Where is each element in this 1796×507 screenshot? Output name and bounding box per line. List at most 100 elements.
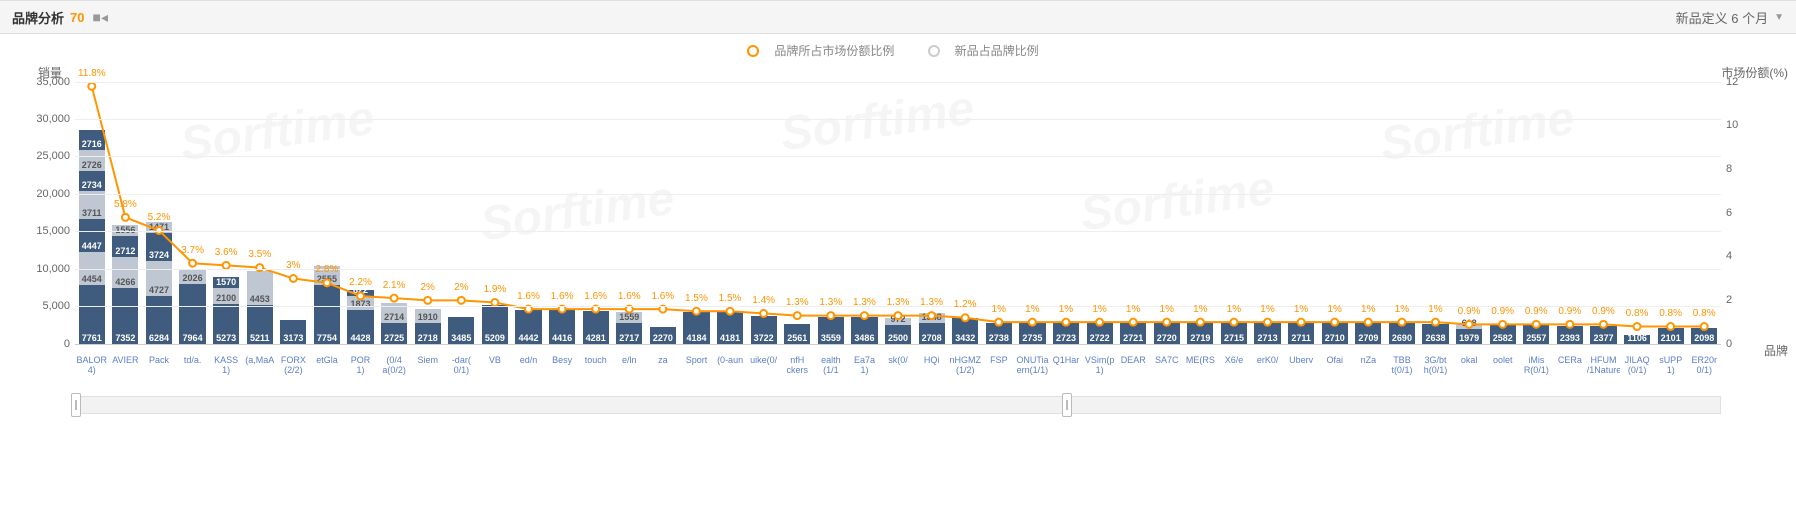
- bar-value-label: 3173: [280, 333, 306, 343]
- bar-group[interactable]: 4181: [713, 82, 747, 344]
- x-axis-label[interactable]: X6/e: [1217, 356, 1251, 376]
- legend-item-1[interactable]: 品牌所占市场份额比例: [747, 42, 904, 59]
- x-axis-label[interactable]: FSP: [982, 356, 1016, 376]
- x-axis-label[interactable]: ealth(1/1: [814, 356, 848, 376]
- legend-item-2[interactable]: 新品占品牌比例: [928, 42, 1049, 59]
- bar-group[interactable]: 4416: [545, 82, 579, 344]
- panel-title: 品牌分析: [12, 8, 64, 27]
- bar-group[interactable]: 77542555: [310, 82, 344, 344]
- x-axis-label[interactable]: HFUM/1Nature: [1587, 356, 1621, 376]
- percent-label: 0.8%: [1693, 308, 1716, 319]
- bar-value-label: 2026: [179, 273, 205, 283]
- x-axis-label[interactable]: (0/4a(0/2): [377, 356, 411, 376]
- x-axis-label[interactable]: ME(RS: [1184, 356, 1218, 376]
- bar-group[interactable]: 4442: [512, 82, 546, 344]
- slider-handle-right[interactable]: [1062, 393, 1072, 417]
- x-axis-label[interactable]: POR1): [344, 356, 378, 376]
- bar-group[interactable]: 1979618: [1452, 82, 1486, 344]
- percent-label: 1.2%: [954, 299, 977, 310]
- x-axis-label[interactable]: e/ln: [613, 356, 647, 376]
- bar-segment: 2716: [79, 130, 105, 150]
- x-axis-label[interactable]: erK0/: [1251, 356, 1285, 376]
- x-axis-label[interactable]: HQi: [915, 356, 949, 376]
- bar-group[interactable]: 2270: [646, 82, 680, 344]
- x-axis-label[interactable]: Siem: [411, 356, 445, 376]
- x-axis-label[interactable]: VSim(p1): [1083, 356, 1117, 376]
- filter-dropdown[interactable]: 新品定义 6 个月 ▼: [1676, 8, 1784, 27]
- bar-group[interactable]: 2393: [1553, 82, 1587, 344]
- bar-segment: 2690: [1389, 323, 1415, 343]
- bar-group[interactable]: 2557: [1520, 82, 1554, 344]
- range-slider[interactable]: [75, 396, 1721, 414]
- bar-group[interactable]: 7761445444473711273427262716: [75, 82, 109, 344]
- x-axis-label[interactable]: okal: [1452, 356, 1486, 376]
- bar-group[interactable]: 27181910: [411, 82, 445, 344]
- x-axis-label[interactable]: 3G/bth(0/1): [1419, 356, 1453, 376]
- bar-group[interactable]: 527321001570: [209, 82, 243, 344]
- x-axis-label[interactable]: nfHckers: [780, 356, 814, 376]
- x-axis-label[interactable]: Q1Har: [1049, 356, 1083, 376]
- slider-handle-left[interactable]: [71, 393, 81, 417]
- x-axis-label[interactable]: AVIER: [109, 356, 143, 376]
- bar-group[interactable]: 52114453: [243, 82, 277, 344]
- bar-group[interactable]: 79642026: [176, 82, 210, 344]
- x-axis-label[interactable]: (a,MaA: [243, 356, 277, 376]
- x-axis-label[interactable]: etGla: [310, 356, 344, 376]
- bar-group[interactable]: 3173: [277, 82, 311, 344]
- x-axis-label[interactable]: Ofai: [1318, 356, 1352, 376]
- bar-value-label: 2721: [1120, 333, 1146, 343]
- x-axis-label[interactable]: uike(0/: [747, 356, 781, 376]
- x-axis-label[interactable]: nHGMZ(1/2): [948, 356, 982, 376]
- bar-group[interactable]: 44281873822: [344, 82, 378, 344]
- bar-group[interactable]: 27252714: [377, 82, 411, 344]
- x-axis-label[interactable]: ONUTiaern(1/1): [1016, 356, 1050, 376]
- x-axis-label[interactable]: -dar(0/1): [445, 356, 479, 376]
- bar-segment: 7761: [79, 285, 105, 343]
- x-axis-label[interactable]: Besy: [545, 356, 579, 376]
- y-left-tick: 5,000: [30, 300, 70, 312]
- bar-group[interactable]: 7352426627121556: [109, 82, 143, 344]
- x-axis-label[interactable]: ER20r0/1): [1688, 356, 1722, 376]
- x-axis-label[interactable]: VB: [478, 356, 512, 376]
- x-axis-label[interactable]: KASS1): [209, 356, 243, 376]
- x-axis-label[interactable]: Ea7a1): [848, 356, 882, 376]
- bar-group[interactable]: 2377: [1587, 82, 1621, 344]
- x-axis-label[interactable]: FORX(2/2): [277, 356, 311, 376]
- bar-group[interactable]: 4184: [680, 82, 714, 344]
- bar-group[interactable]: 27171559: [613, 82, 647, 344]
- bar-group[interactable]: 5209: [478, 82, 512, 344]
- x-axis-label[interactable]: ed/n: [512, 356, 546, 376]
- x-axis-label[interactable]: CERa: [1553, 356, 1587, 376]
- x-axis-label[interactable]: td/a.: [176, 356, 210, 376]
- bar-value-label: 2638: [1422, 333, 1448, 343]
- x-axis-label[interactable]: Pack: [142, 356, 176, 376]
- x-axis-label[interactable]: BALOR4): [75, 356, 109, 376]
- bar-segment: 618: [1456, 324, 1482, 329]
- bar-group[interactable]: 2582: [1486, 82, 1520, 344]
- x-axis-label[interactable]: sUPP1): [1654, 356, 1688, 376]
- x-axis-label[interactable]: touch: [579, 356, 613, 376]
- bar-group[interactable]: 2101: [1654, 82, 1688, 344]
- bar-group[interactable]: 4281: [579, 82, 613, 344]
- x-axis-label[interactable]: SA7C: [1150, 356, 1184, 376]
- bar-value-label: 5209: [482, 333, 508, 343]
- percent-label: 2%: [420, 282, 434, 293]
- x-axis-label[interactable]: TBBt(0/1): [1385, 356, 1419, 376]
- bar-group[interactable]: 3485: [445, 82, 479, 344]
- camera-icon[interactable]: ■◂: [92, 9, 107, 26]
- x-axis-label[interactable]: sk(0/: [881, 356, 915, 376]
- x-axis-label[interactable]: (0-aun: [713, 356, 747, 376]
- x-axis-label[interactable]: JILAQ(0/1): [1620, 356, 1654, 376]
- panel-header: 品牌分析 70 ■◂ 新品定义 6 个月 ▼: [0, 0, 1796, 34]
- x-axis-label[interactable]: DEAR: [1116, 356, 1150, 376]
- percent-label: 1%: [1126, 304, 1140, 315]
- bar-group[interactable]: 2098: [1688, 82, 1722, 344]
- bar-value-label: 6284: [146, 333, 172, 343]
- x-axis-label[interactable]: oolet: [1486, 356, 1520, 376]
- x-axis-label[interactable]: iMisR(0/1): [1520, 356, 1554, 376]
- bar-group[interactable]: 1106: [1620, 82, 1654, 344]
- x-axis-label[interactable]: nZa: [1352, 356, 1386, 376]
- x-axis-label[interactable]: Sport: [680, 356, 714, 376]
- x-axis-label[interactable]: Uberv: [1284, 356, 1318, 376]
- x-axis-label[interactable]: za: [646, 356, 680, 376]
